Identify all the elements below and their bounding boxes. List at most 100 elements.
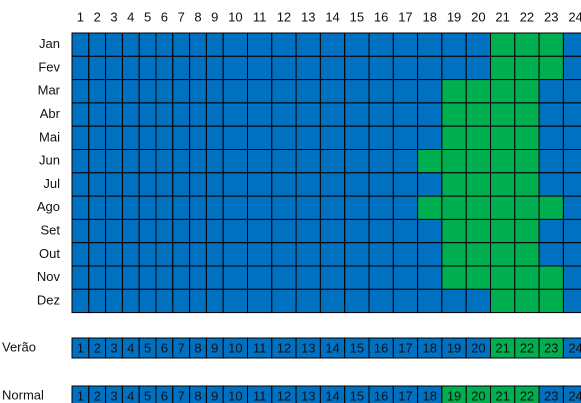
grid-cell [138,195,157,220]
grid-cell [514,55,540,81]
grid-cell [392,265,419,290]
grid-cell [271,79,297,104]
grid-cell [88,125,107,150]
grid-cell [441,218,467,244]
grid-cell [271,102,297,127]
grid-cell [71,79,90,104]
grid-cell [121,288,140,314]
grid-cell [392,149,419,174]
grid-cell [441,102,467,127]
grid-cell [222,218,248,244]
grid-cell [344,125,370,150]
grid-cell [222,102,248,127]
schedule-hour: 16 [374,340,388,355]
grid-cell [71,32,90,57]
schedule-hour: 15 [350,388,364,403]
grid-cell [71,242,90,267]
grid-cell [205,172,224,197]
month-label: Nov [37,269,61,284]
grid-cell [490,102,516,127]
grid-cell [189,55,207,81]
grid-cell [465,288,492,314]
hour-header: 4 [127,9,134,24]
month-label: Mai [39,129,60,144]
grid-cell [247,242,273,267]
schedule-hour: 1 [77,340,84,355]
hour-header: 9 [211,9,218,24]
grid-cell [271,125,297,150]
grid-cell [562,149,581,174]
grid-cell [392,55,419,81]
grid-cell [368,242,394,267]
grid-cell [222,195,248,220]
grid-cell [155,172,174,197]
grid-cell [71,102,90,127]
grid-cell [138,265,157,290]
grid-cell [295,265,321,290]
grid-cell [189,32,207,57]
grid-cell [417,102,443,127]
grid-cell [205,32,224,57]
schedule-cell [562,337,581,359]
grid-cell [417,288,443,314]
schedule-hour: 12 [277,340,291,355]
hour-header: 23 [544,9,558,24]
grid-cell [189,125,207,150]
grid-cell [465,32,492,57]
grid-cell [417,218,443,244]
grid-cell [368,265,394,290]
grid-cell [514,242,540,267]
grid-cell [138,55,157,81]
grid-cell [465,79,492,104]
month-label: Set [40,222,60,237]
grid-cell [88,195,107,220]
grid-cell [538,125,564,150]
grid-cell [368,195,394,220]
grid-cell [155,242,174,267]
grid-cell [417,172,443,197]
grid-cell [205,125,224,150]
grid-cell [490,242,516,267]
grid-cell [441,288,467,314]
month-label: Ago [37,199,60,214]
grid-cell [514,32,540,57]
grid-cell [172,172,191,197]
schedule-hour: 17 [398,388,412,403]
schedule-hour: 22 [520,388,534,403]
grid-cell [417,265,443,290]
grid-cell [88,242,107,267]
grid-cell [271,172,297,197]
grid-cell [514,288,540,314]
grid-cell [465,55,492,81]
grid-cell [71,55,90,81]
grid-cell [247,195,273,220]
grid-cell [88,149,107,174]
hour-header: 6 [161,9,168,24]
grid-cell [295,32,321,57]
grid-cell [247,288,273,314]
grid-cell [205,195,224,220]
hour-header: 10 [228,9,242,24]
grid-cell [441,32,467,57]
grid-cell [121,149,140,174]
schedule-label: Verão [2,339,36,354]
grid-cell [319,265,346,290]
grid-cell [441,55,467,81]
grid-cell [155,102,174,127]
grid-cell [319,102,346,127]
grid-cell [172,265,191,290]
schedule-hour: 5 [144,340,151,355]
grid-cell [247,32,273,57]
grid-cell [222,288,248,314]
hour-header: 7 [178,9,185,24]
schedule-hour: 22 [520,340,534,355]
grid-cell [121,218,140,244]
month-label: Jul [43,176,60,191]
hour-header: 18 [423,9,437,24]
grid-cell [172,32,191,57]
grid-cell [319,172,346,197]
hour-header: 8 [194,9,201,24]
grid-cell [205,242,224,267]
grid-cell [155,79,174,104]
grid-cell [392,102,419,127]
